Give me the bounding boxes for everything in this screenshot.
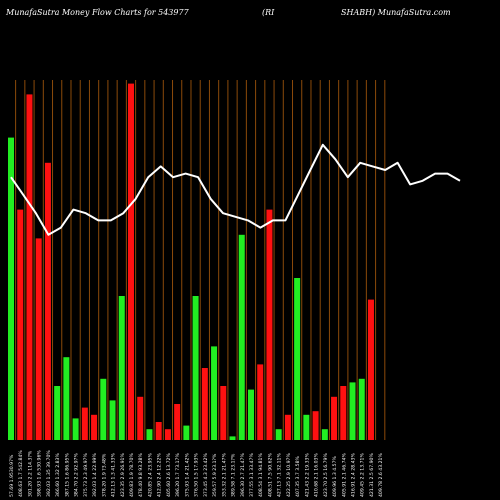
money-flow-bar [303,414,310,440]
x-tick-label: 416.91 2.4 28.43% [351,453,357,497]
x-tick-label: 409.78 2.6 43.21% [378,453,384,497]
money-flow-bar [192,296,199,440]
x-tick-label: 375.93 1.4 21.42% [184,453,190,497]
money-flow-bar [247,389,254,440]
money-flow-bar [294,278,301,440]
money-flow-bar [155,422,162,440]
x-tick-label: 377.55 3.1 33.47% [249,453,255,497]
x-tick-label: 405.60 2.6 13.72% [166,453,172,497]
x-tick-label: 478.40 9.8 93.28% [138,453,144,497]
x-tick-label: 396.30 2.7 21.47% [240,453,246,497]
x-tick-label: 373.45 4.3 23.42% [203,453,209,497]
x-tick-label: 405.91 2.1 46.74% [341,453,347,497]
x-tick-label: 421.43 2.2 19.33% [304,453,310,497]
money-flow-line [10,143,461,236]
x-tick-label: 421.31 2.5 67.90% [369,453,375,497]
money-flow-bar [238,234,245,440]
x-tick-label: 376.50 1.5 17.93% [194,453,200,497]
money-flow-bar [35,238,42,440]
money-flow-bar [367,299,374,440]
x-tick-label: 392.03 1.4 22.99% [92,453,98,497]
money-flow-bar [174,404,181,440]
x-tick-label: 57.69 1.9530.97% [9,454,15,497]
money-flow-bar [201,368,208,440]
money-flow-bar [284,414,291,440]
x-tick-label: 392.03 1.35 39.70% [46,450,52,497]
money-flow-bar [340,386,347,440]
x-tick-label: 410.68 2.1 16.03% [314,453,320,497]
x-tick-label: 408.51 7.5 90.62% [267,453,273,497]
money-flow-bar [8,137,14,440]
money-flow-bar [137,396,144,440]
money-flow-bar [118,296,125,440]
x-tick-label: 412.90 2.4 12.22% [157,453,163,497]
x-tick-label: 427.13 7.1 32.11% [277,453,283,497]
x-tick-label: 398.93 1.6 530.96% [37,450,43,497]
money-flow-bar [229,436,236,440]
x-tick-label: 384.70 2.2 92.97% [74,453,80,497]
money-flow-bar [63,357,70,440]
money-flow-bar [100,378,107,440]
chart-title-right: SHABH) MunafaSutra.com [341,8,451,17]
money-flow-bar [211,346,218,440]
x-tick-label: 389.58 7.1 23.1?% [231,453,237,497]
money-flow-bar [183,425,190,440]
money-flow-bar [44,162,51,441]
money-flow-bar [220,386,227,440]
money-flow-bar [331,396,338,440]
x-tick-label: 409.96 1.3 4.57% [332,455,338,497]
money-flow-bar [146,429,153,440]
money-flow-bar [54,386,61,440]
money-flow-bar [17,209,24,440]
chart-title-middle: (RI [262,8,275,17]
money-flow-bar [257,364,264,440]
money-flow-bar [349,382,356,440]
vertical-gridlines [15,80,386,440]
x-tick-label: 375.73 2.3 49.97% [83,453,89,497]
x-tick-label: 301.20 2.2 114.3?% [27,450,33,497]
x-tick-label: 353.32 2.1 21.47% [221,453,227,497]
money-flow-bar [275,429,282,440]
x-tick-label: 420.85 2.4 23.95% [147,453,153,497]
money-flow-bar [72,418,79,440]
money-flow-bar [164,429,171,440]
money-flow-bars [8,83,374,441]
chart-title-left: MunafaSutra Money Flow Charts for 543977 [6,8,189,17]
x-tick-label: 407.35 3.7 3.58% [295,455,301,497]
money-flow-bar [358,378,365,440]
x-tick-label: 359.57 5.9 23.1?% [212,453,218,497]
x-tick-label: 387.15 1.6 86.95% [64,453,70,497]
money-flow-bar [81,407,88,440]
x-tick-label: 408.54 3.1 94.81% [258,453,264,497]
price-line [10,143,461,236]
x-tick-label: 409.45 2.2 13.71% [360,453,366,497]
money-flow-bar [127,83,134,440]
x-tick-label: 378.20 1.9 ?3.48% [101,453,107,497]
x-tick-label: 408.63 1.7 542.84% [18,450,24,497]
x-tick-label: 423.70 2.5 16.79% [323,453,329,497]
money-flow-bar [266,209,273,440]
x-tick-label: 422.25 2.9 10.97% [286,453,292,497]
money-flow-bar [91,414,98,440]
x-tick-label: 409.83 1.9 78.70% [129,453,135,497]
money-flow-bar [312,411,319,440]
money-flow-bar [26,94,33,441]
x-axis-labels: 57.69 1.9530.97% 408.63 1.7 542.84% 301.20… [9,450,384,497]
money-flow-bar [109,400,116,440]
x-tick-label: 412.13 1.3 41.33% [111,453,117,497]
x-tick-label: 366.60 1.32 2.83% [55,453,61,497]
x-tick-label: 423.35 2.9 26.91% [120,453,126,497]
x-tick-label: 396.20 1.7 73.17% [175,453,181,497]
money-flow-bar [321,429,328,440]
